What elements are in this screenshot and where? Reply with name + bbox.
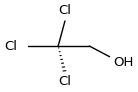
Text: OH: OH	[113, 56, 133, 69]
Text: Cl: Cl	[59, 75, 71, 88]
Text: Cl: Cl	[4, 39, 17, 53]
Text: Cl: Cl	[59, 4, 71, 17]
